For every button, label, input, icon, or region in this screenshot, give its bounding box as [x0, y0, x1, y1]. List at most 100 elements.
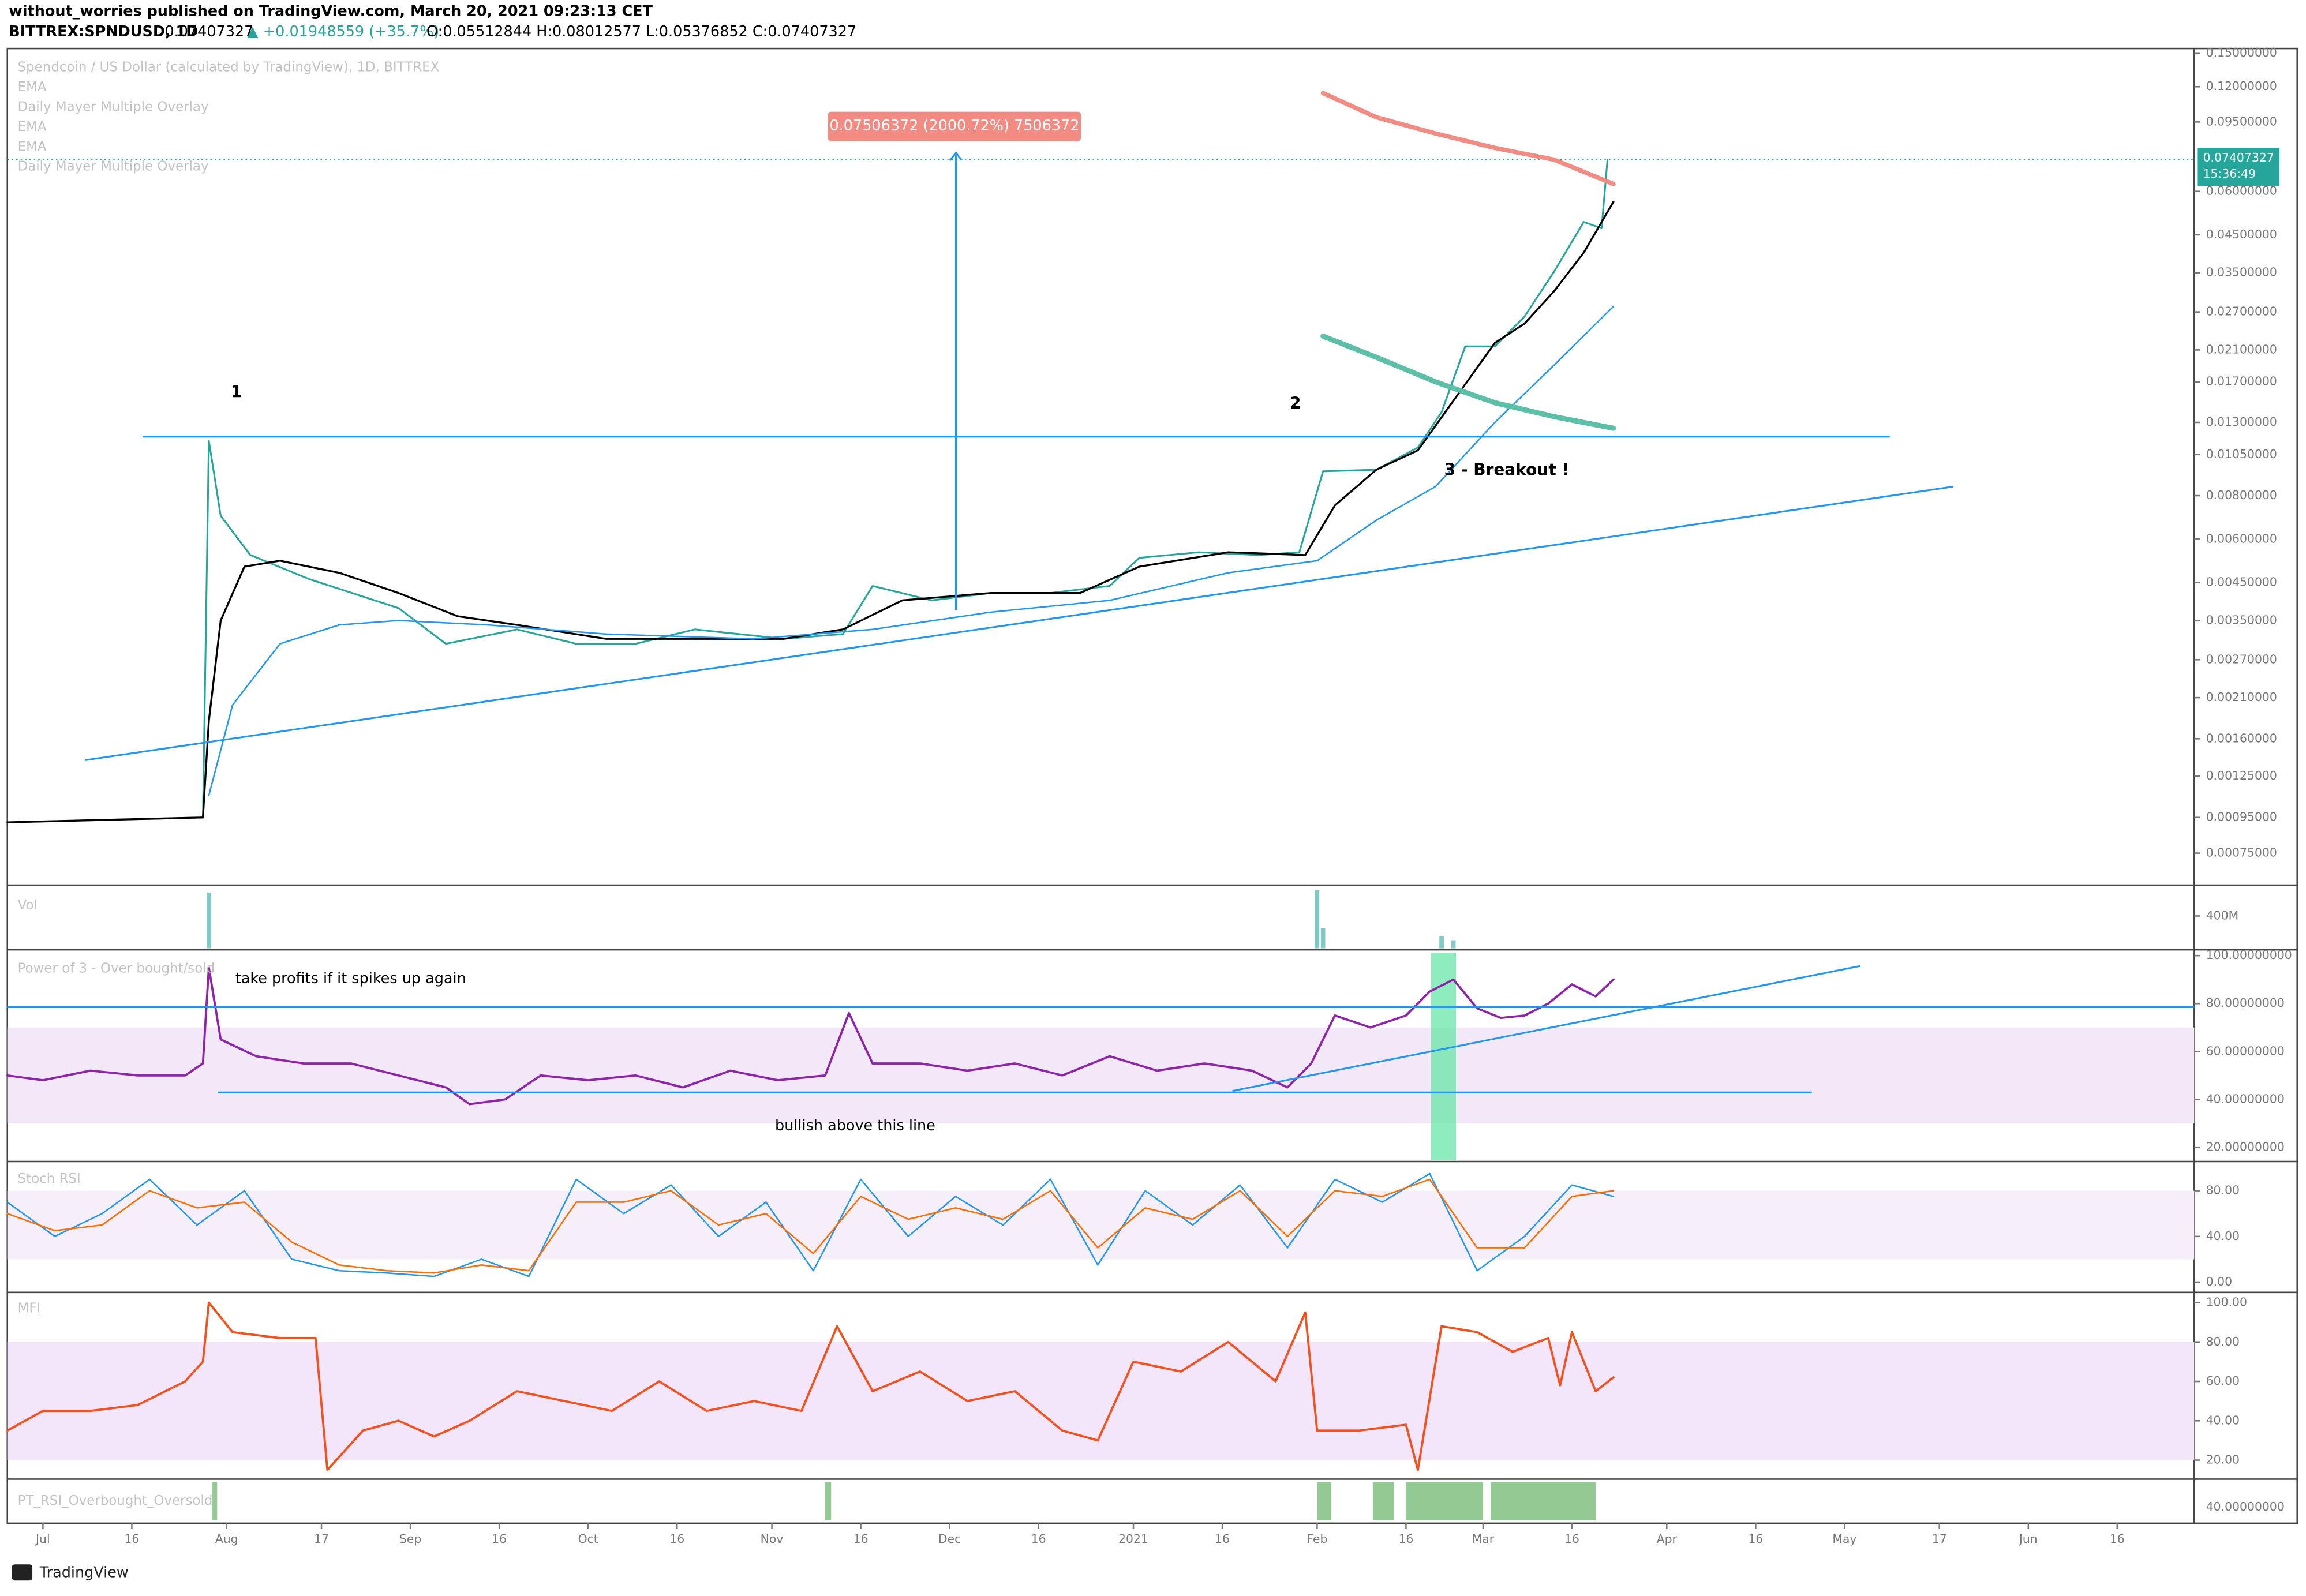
pane-frames [6, 47, 2298, 1524]
volume-bar [207, 892, 211, 949]
series-line [6, 1172, 1615, 1277]
x-tick-label: May [1832, 1532, 1856, 1546]
band [7, 1190, 2195, 1260]
annotation: bullish above this line [775, 1117, 935, 1134]
y-tick-label: 0.02100000 [2206, 342, 2277, 356]
signal-bar [1406, 1482, 1483, 1520]
measure-label: 0.07506372 (2000.72%) 7506372 [829, 117, 1079, 134]
y-tick-label: 0.00075000 [2206, 846, 2277, 860]
legend-entry: Daily Mayer Multiple Overlay [18, 100, 209, 115]
y-tick-label: 0.01050000 [2206, 447, 2277, 461]
x-tick-label: 16 [492, 1532, 507, 1546]
arrow-head [949, 151, 963, 161]
y-tick-label: 0.00800000 [2206, 488, 2277, 502]
bands [7, 1027, 2195, 1460]
last-price-box [2197, 148, 2280, 186]
y-tick-label: 20.00 [2206, 1453, 2240, 1467]
signal-bar [825, 1482, 832, 1520]
y-tick-label: 20.00000000 [2206, 1140, 2285, 1153]
last: 0.07407327 [164, 23, 253, 40]
y-tick-label: 0.06000000 [2206, 184, 2277, 198]
footer: TradingView [39, 1564, 129, 1582]
last-price-label: 0.07407327 [2203, 151, 2274, 164]
x-tick-label: Mar [1472, 1532, 1495, 1546]
volume-bar [1320, 928, 1326, 949]
x-tick-label: 16 [1031, 1532, 1046, 1546]
annotation: 2 [1290, 394, 1301, 413]
series-line [6, 966, 1615, 1106]
annotation: take profits if it spikes up again [235, 970, 466, 987]
y-tick-label: 100.00000000 [2206, 948, 2292, 962]
x-tick-label: Sep [399, 1532, 421, 1546]
y-tick-label: 60.00000000 [2206, 1044, 2285, 1058]
y-tick-label: 0.00210000 [2206, 690, 2277, 704]
legend: Spendcoin / US Dollar (calculated by Tra… [18, 60, 440, 174]
logo [12, 1564, 33, 1581]
x-tick-label: 16 [2110, 1532, 2125, 1546]
x-tick-label: Dec [938, 1532, 961, 1546]
x-tick-label: 16 [853, 1532, 869, 1546]
legend-entry: EMA [18, 139, 47, 154]
x-tick-label: 17 [314, 1532, 329, 1546]
x-tick-label: 16 [1564, 1532, 1579, 1546]
y-tick-label: 0.12000000 [2206, 79, 2277, 93]
x-tick-label: 16 [1215, 1532, 1230, 1546]
x-tick-label: Oct [578, 1532, 598, 1546]
x-tick-label: Jun [2018, 1532, 2038, 1546]
series-line [1320, 334, 1616, 431]
pane-title: Stoch RSI [18, 1171, 81, 1186]
volume-bar [1451, 940, 1456, 949]
y-tick-label: 60.00 [2206, 1374, 2240, 1388]
signal-bar [1317, 1482, 1332, 1520]
x-tick-label: 16 [124, 1532, 139, 1546]
y-tick-label: 0.09500000 [2206, 114, 2277, 128]
legend-entry: EMA [18, 119, 47, 134]
ohlc: O:0.05512844 H:0.08012577 L:0.05376852 C… [426, 23, 856, 40]
x-tick-label: 17 [1932, 1532, 1947, 1546]
series-line [6, 1178, 1615, 1274]
legend-entry: EMA [18, 80, 47, 95]
annotation: 3 - Breakout ! [1444, 460, 1570, 479]
y-tick-label: 0.00095000 [2206, 810, 2277, 824]
highlight-box [1431, 953, 1456, 1160]
y-tick-label: 0.00160000 [2206, 731, 2277, 745]
x-tick-label: 2021 [1118, 1532, 1148, 1546]
x-tick-label: 16 [669, 1532, 684, 1546]
y-tick-label: 0.00270000 [2206, 652, 2277, 666]
series-line [1320, 91, 1616, 186]
plot: Jul 16 Aug 17 Sep 16 Oct 16 Nov 16 Dec 16 2021 16 Feb 1… [6, 46, 2292, 1546]
frame [6, 47, 2298, 1524]
y-tick-label: 40.00000000 [2206, 1092, 2285, 1106]
y-tick-label: 40.00 [2206, 1413, 2240, 1427]
y-tick-label: 0.00350000 [2206, 613, 2277, 627]
legend-entry: Spendcoin / US Dollar (calculated by Tra… [18, 60, 440, 75]
y-tick-label: 80.00 [2206, 1183, 2240, 1197]
pane-title: PT_RSI_Overbought_Oversold [18, 1493, 213, 1508]
y-tick-label: 0.04500000 [2206, 227, 2277, 241]
annotation: 1 [231, 382, 242, 401]
signal-bar [1491, 1482, 1596, 1520]
legend-entry: Daily Mayer Multiple Overlay [18, 159, 209, 174]
series-line [6, 201, 1615, 823]
measure-label-box [828, 111, 1081, 141]
y-tick-label: 400M [2206, 908, 2238, 922]
y-tick-label: 80.00 [2206, 1335, 2240, 1348]
x-tick-label: Apr [1657, 1532, 1678, 1546]
y-tick-label: 0.01300000 [2206, 415, 2277, 429]
band [7, 1027, 2195, 1123]
pane-title: Power of 3 - Over bought/sold [18, 961, 215, 976]
series-line [208, 305, 1615, 796]
change: ▲ +0.01948559 (+35.7%) [247, 23, 439, 40]
y-tick-label: 100.00 [2206, 1295, 2247, 1309]
x-tick-label: Aug [215, 1532, 238, 1546]
y-tick-label: 40.00000000 [2206, 1500, 2285, 1513]
trend-line [85, 485, 1953, 761]
pane-title: Vol [18, 898, 38, 913]
series-line [6, 1301, 1615, 1471]
y-tick-label: 0.00125000 [2206, 769, 2277, 782]
signal-bar [1372, 1482, 1394, 1520]
x-tick-label: 16 [1398, 1532, 1413, 1546]
x-tick-label: Nov [761, 1532, 784, 1546]
